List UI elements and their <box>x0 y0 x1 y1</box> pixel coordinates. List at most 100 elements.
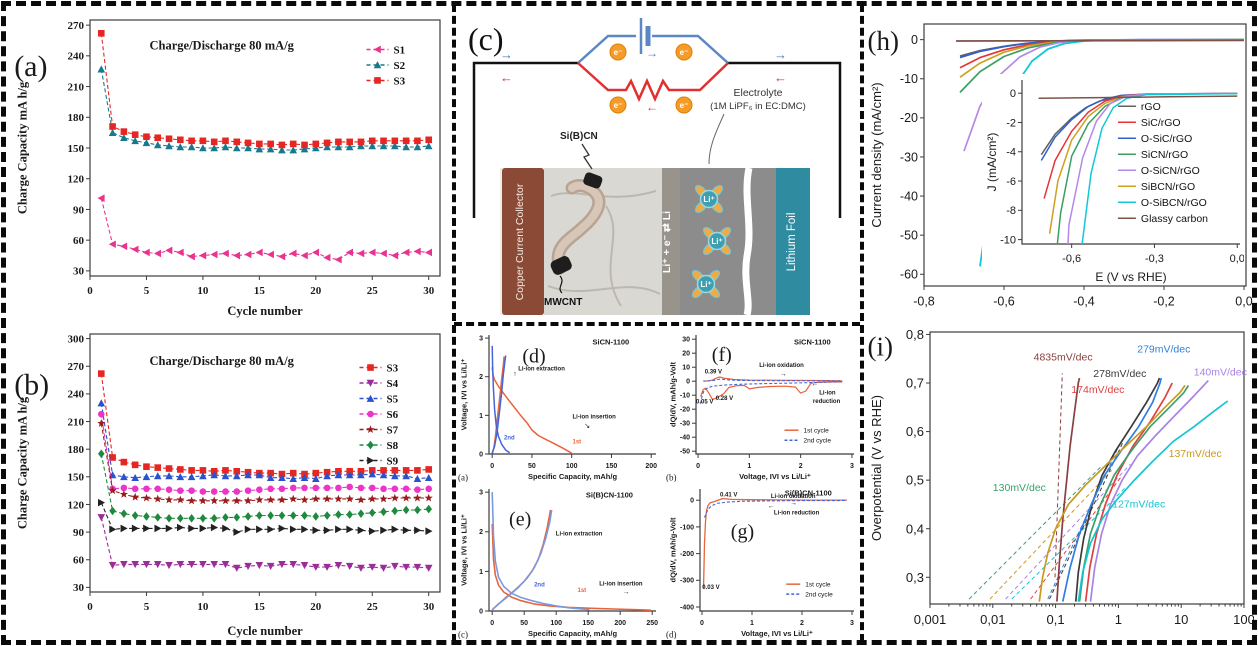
svg-text:Li-ion extraction: Li-ion extraction <box>518 367 565 373</box>
svg-text:90: 90 <box>73 527 85 539</box>
svg-text:60: 60 <box>73 235 85 247</box>
wire-right <box>728 61 842 218</box>
svg-text:0,0: 0,0 <box>1235 295 1252 309</box>
svg-text:2nd cycle: 2nd cycle <box>805 591 833 598</box>
svg-text:-8: -8 <box>1006 205 1016 217</box>
svg-text:-100: -100 <box>680 524 694 531</box>
arrow-left-icon: ← <box>646 100 658 114</box>
svg-text:O-SiCN/rGO: O-SiCN/rGO <box>1141 165 1200 177</box>
svg-text:(h): (h) <box>868 26 899 56</box>
svg-text:30: 30 <box>73 266 85 278</box>
panel-e-chart: 0 50 100 150 200 250 0 1 2 3 Specific Capacity, mA… <box>457 483 664 639</box>
panel_a-svg: 0 5 10 15 20 25 30 30 60 90 120 150 180 210 240 270 Cycl… <box>14 19 441 318</box>
svg-text:1: 1 <box>479 569 483 576</box>
svg-text:→: → <box>623 589 630 596</box>
svg-text:10: 10 <box>197 285 209 297</box>
svg-text:-6: -6 <box>1006 176 1016 188</box>
svg-text:-40: -40 <box>680 435 690 442</box>
mwcnt-end-cap-top <box>583 172 603 189</box>
svg-text:0.05 V: 0.05 V <box>696 399 713 405</box>
arrow-left-icon: ← <box>774 70 787 85</box>
panel_d-svg: 0 50 100 150 200 0 1 2 3 Specific Capacity, mAh/g… <box>458 335 657 482</box>
arrow-right-icon: → <box>646 46 658 60</box>
svg-text:0: 0 <box>87 285 93 297</box>
svg-text:30: 30 <box>423 601 435 613</box>
svg-text:-0,2: -0,2 <box>1153 295 1175 309</box>
svg-text:210: 210 <box>68 81 85 93</box>
svg-text:1: 1 <box>1115 612 1122 627</box>
svg-text:50: 50 <box>528 463 536 470</box>
svg-text:Charge/Discharge 80 mA/g: Charge/Discharge 80 mA/g <box>150 38 295 52</box>
panel-d-chart: 0 50 100 150 200 0 1 2 3 Specific Capacity, mAh/g… <box>457 329 664 482</box>
svg-text:rGO: rGO <box>1141 101 1161 113</box>
svg-text:-60: -60 <box>900 268 918 282</box>
arrow-right-icon: → <box>500 47 513 62</box>
svg-text:J (mA/cm²): J (mA/cm²) <box>985 133 999 192</box>
svg-text:-30: -30 <box>900 150 918 164</box>
separator <box>742 167 753 316</box>
panel-c-schematic: e⁻ Li⁺ (c) → ← → ← → ← Electr <box>468 18 842 316</box>
svg-text:SiCN/rGO: SiCN/rGO <box>1141 149 1188 161</box>
svg-text:100: 100 <box>550 620 562 627</box>
svg-text:Cycle number: Cycle number <box>227 624 303 638</box>
svg-text:10: 10 <box>1174 612 1188 627</box>
panel-b-chart: 0 5 10 15 20 25 30 30 60 90 120 150 180 210 240 270 300 C… <box>12 320 452 638</box>
reaction-label: Li⁺ + e⁻ ⇄ Li <box>661 211 673 273</box>
svg-text:S2: S2 <box>394 60 406 72</box>
svg-text:90: 90 <box>73 204 85 216</box>
svg-text:←: ← <box>768 503 775 510</box>
svg-text:SiBCN/rGO: SiBCN/rGO <box>1141 181 1195 193</box>
svg-text:-20: -20 <box>900 111 918 125</box>
mwcnt-label: MWCNT <box>544 297 582 308</box>
svg-text:240: 240 <box>68 51 85 63</box>
wire-left <box>472 61 578 218</box>
svg-text:20: 20 <box>682 351 690 358</box>
svg-text:Charge/Discharge 80 mA/g: Charge/Discharge 80 mA/g <box>150 354 295 368</box>
svg-text:180: 180 <box>68 444 85 456</box>
mwcnt-tube-core <box>554 181 603 272</box>
svg-text:S9: S9 <box>387 455 399 467</box>
svg-text:25: 25 <box>367 285 379 297</box>
svg-text:0: 0 <box>700 620 704 627</box>
svg-text:Li-ion oxidation: Li-ion oxidation <box>759 363 804 369</box>
svg-text:(b): (b) <box>14 369 49 402</box>
svg-text:10: 10 <box>682 365 690 372</box>
svg-text:2: 2 <box>479 374 483 381</box>
svg-text:→: → <box>790 500 797 507</box>
panel-g-chart: 0 1 2 3 0 -100 -200 -300 -400 Voltage, IVI vs Li/… <box>666 483 860 639</box>
svg-text:25: 25 <box>367 601 379 613</box>
svg-text:5: 5 <box>144 601 150 613</box>
svg-text:1st: 1st <box>573 439 582 445</box>
svg-text:(i): (i) <box>868 331 893 361</box>
svg-text:200: 200 <box>614 620 626 627</box>
svg-text:0,5: 0,5 <box>906 473 924 488</box>
svg-text:dQ/dV, mAh/g-Volt: dQ/dV, mAh/g-Volt <box>669 361 678 427</box>
electrolyte-sub-label: (1M LiPF₆ in EC:DMC) <box>710 101 806 112</box>
svg-text:120: 120 <box>68 174 85 186</box>
panel-letter-c: (c) <box>468 21 504 57</box>
svg-text:60: 60 <box>73 555 85 567</box>
panel-i-chart: 0,001 0,01 0,1 1 10 100 0,3 0,4 0,5 0,6 0,7 0,8 Over… <box>866 318 1254 642</box>
svg-text:0: 0 <box>479 608 483 615</box>
divider-middle-horizontal <box>454 322 860 326</box>
svg-text:30: 30 <box>73 582 85 594</box>
copper-current-collector <box>502 168 544 315</box>
svg-text:5: 5 <box>144 285 150 297</box>
svg-text:127mV/dec: 127mV/dec <box>1112 498 1165 510</box>
svg-text:S3: S3 <box>387 362 399 374</box>
svg-text:20: 20 <box>310 285 322 297</box>
sibcn-label: Si(B)CN <box>560 131 598 142</box>
svg-text:0.28 V: 0.28 V <box>716 396 733 402</box>
svg-text:-300: -300 <box>680 578 694 585</box>
svg-text:Voltage, IVI vs Li/Li⁺: Voltage, IVI vs Li/Li⁺ <box>460 514 469 586</box>
svg-text:1: 1 <box>750 620 754 627</box>
svg-text:0: 0 <box>696 463 700 470</box>
svg-text:-30: -30 <box>680 421 690 428</box>
electrolyte-label: Electrolyte <box>733 87 782 99</box>
svg-text:0,4: 0,4 <box>906 521 924 536</box>
svg-text:240: 240 <box>68 389 85 401</box>
svg-text:15: 15 <box>254 601 266 613</box>
svg-text:Voltage, IVI vs Li/Li⁺: Voltage, IVI vs Li/Li⁺ <box>741 629 813 638</box>
svg-text:15: 15 <box>254 285 266 297</box>
svg-text:S7: S7 <box>387 424 399 436</box>
